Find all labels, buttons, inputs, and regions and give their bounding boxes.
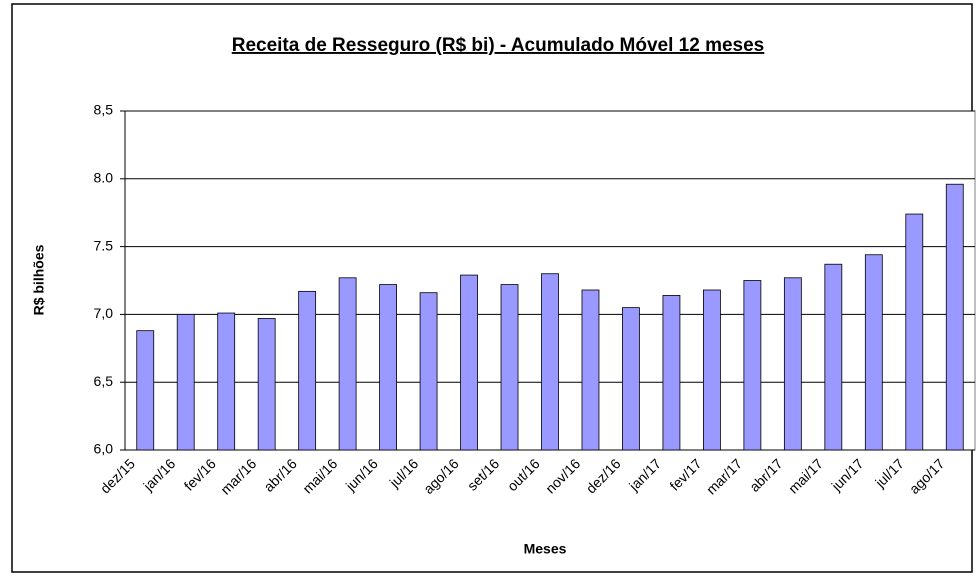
bar <box>703 289 721 451</box>
bar <box>945 183 964 451</box>
bar <box>217 312 236 451</box>
y-tick-label: 8.0 <box>94 170 114 186</box>
y-tick-label: 8,5 <box>94 102 114 118</box>
bar <box>257 318 276 451</box>
bar <box>743 280 762 451</box>
bar <box>338 277 357 451</box>
bar <box>662 295 681 451</box>
bar <box>581 289 600 451</box>
bar <box>622 307 640 451</box>
bar <box>176 313 195 451</box>
y-tick-label: 7.5 <box>94 237 114 253</box>
bar <box>541 273 559 451</box>
bar <box>824 263 843 451</box>
bar <box>419 292 438 451</box>
y-axis-title: R$ bilhões <box>31 244 47 315</box>
bar <box>298 290 317 451</box>
bar <box>905 213 924 451</box>
bar <box>460 274 478 451</box>
bar <box>379 284 397 451</box>
bar <box>864 254 883 451</box>
y-tick-label: 6,5 <box>94 373 114 389</box>
y-tick-label: 6,0 <box>94 441 114 457</box>
bar <box>136 330 155 451</box>
bar <box>783 277 802 451</box>
y-tick-label: 7,0 <box>94 305 114 321</box>
x-axis-title: Meses <box>524 541 567 557</box>
chart-title: Receita de Resseguro (R$ bi) - Acumulado… <box>232 35 765 56</box>
bar <box>500 284 519 451</box>
